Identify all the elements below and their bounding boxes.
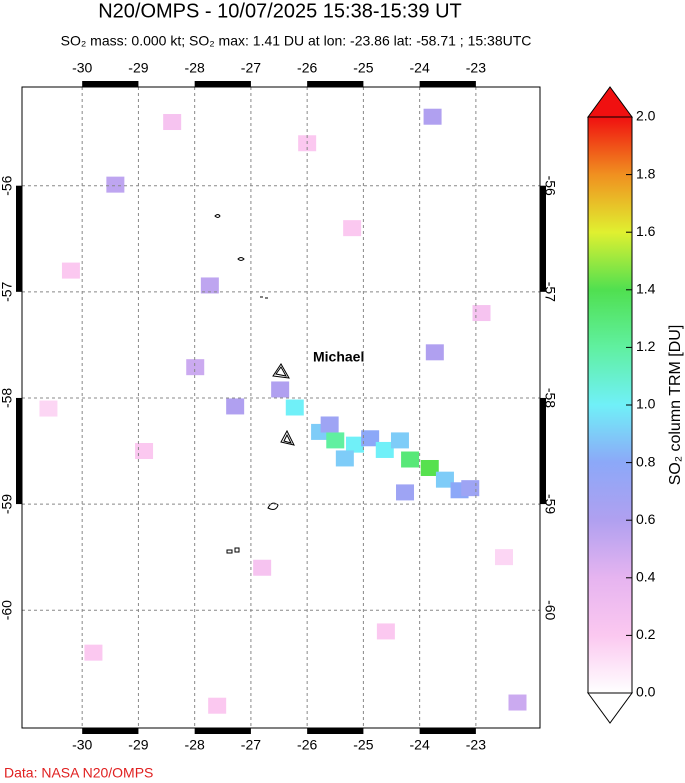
- colorbar-tick-label: 1.6: [636, 223, 656, 239]
- frame-segment: [419, 81, 476, 87]
- so2-pixel: [106, 176, 125, 193]
- lon-tick-label: -30: [72, 60, 92, 76]
- lat-tick-label: -60: [542, 600, 558, 620]
- so2-pixel: [163, 114, 182, 131]
- so2-pixel: [61, 262, 80, 279]
- frame-segment: [16, 185, 22, 292]
- so2-pixel: [84, 644, 103, 661]
- so2-pixel: [343, 220, 362, 237]
- so2-pixel: [390, 432, 409, 449]
- colorbar-tick-label: 0.0: [636, 684, 656, 700]
- so2-pixel: [495, 549, 514, 566]
- title: N20/OMPS - 10/07/2025 15:38-15:39 UT: [98, 0, 462, 22]
- colorbar-tick-label: 1.8: [636, 165, 656, 181]
- lon-tick-label: -23: [466, 737, 486, 753]
- lat-tick-label: -56: [542, 176, 558, 196]
- frame-segment: [419, 728, 476, 734]
- frame-segment: [82, 728, 139, 734]
- so2-pixel: [208, 697, 227, 714]
- annotation: Michael: [313, 349, 364, 365]
- so2-pixel: [401, 451, 420, 468]
- lon-tick-label: -25: [353, 737, 373, 753]
- colorbar-tick-label: 0.4: [636, 569, 656, 585]
- so2-pixel: [361, 430, 380, 447]
- lat-tick-label: -59: [0, 494, 15, 514]
- colorbar-tick-label: 1.2: [636, 338, 656, 354]
- frame-segment: [540, 397, 546, 505]
- so2-pixel: [376, 623, 395, 640]
- lat-tick-label: -60: [0, 600, 15, 620]
- lon-tick-label: -29: [128, 737, 148, 753]
- lon-tick-label: -28: [185, 60, 205, 76]
- lon-tick-label: -27: [241, 60, 261, 76]
- lat-tick-label: -59: [542, 494, 558, 514]
- lon-tick-label: -28: [185, 737, 205, 753]
- frame-segment: [307, 81, 364, 87]
- so2-pixel: [396, 484, 415, 501]
- frame-segment: [16, 397, 22, 505]
- so2-pixel: [39, 400, 58, 417]
- colorbar-tick-label: 1.0: [636, 396, 656, 412]
- colorbar-tick-label: 0.2: [636, 626, 656, 642]
- so2-pixel: [508, 694, 527, 711]
- credit: Data: NASA N20/OMPS: [4, 765, 153, 781]
- frame-segment: [82, 81, 139, 87]
- colorbar-tick-label: 2.0: [636, 108, 656, 124]
- so2-pixel: [271, 381, 290, 398]
- frame-segment: [194, 81, 251, 87]
- colorbar-tick-label: 1.4: [636, 281, 656, 297]
- lon-tick-label: -24: [410, 737, 430, 753]
- map-background: [22, 87, 540, 728]
- so2-pixel: [472, 305, 491, 322]
- lat-tick-label: -57: [0, 281, 15, 301]
- so2-pixel: [320, 416, 339, 433]
- colorbar-tick-label: 0.6: [636, 511, 656, 527]
- lon-tick-label: -24: [410, 60, 430, 76]
- lat-tick-label: -57: [542, 282, 558, 302]
- so2-pixel: [200, 277, 219, 294]
- lon-tick-label: -27: [241, 737, 261, 753]
- lon-tick-label: -29: [128, 60, 148, 76]
- so2-pixel: [186, 359, 205, 376]
- lon-tick-label: -26: [297, 60, 317, 76]
- colorbar-tick-label: 0.8: [636, 453, 656, 469]
- subtitle: SO₂ mass: 0.000 kt; SO₂ max: 1.41 DU at …: [61, 33, 532, 49]
- so2-pixel: [335, 450, 354, 467]
- colorbar: [587, 116, 633, 694]
- colorbar-extend-top: [587, 86, 633, 118]
- so2-pixel: [461, 480, 480, 497]
- so2-pixel: [226, 398, 245, 415]
- colorbar-extend-bottom: [587, 692, 633, 724]
- so2-pixel: [135, 443, 154, 460]
- lon-tick-label: -30: [72, 737, 92, 753]
- map-frame: [21, 86, 541, 729]
- colorbar-label: SO₂ column TRM [DU]: [667, 325, 684, 486]
- frame-segment: [307, 728, 364, 734]
- lat-tick-label: -58: [0, 388, 15, 408]
- so2-pixel: [326, 432, 345, 449]
- lon-tick-label: -26: [297, 737, 317, 753]
- so2-pixel: [345, 436, 364, 453]
- frame-segment: [540, 185, 546, 292]
- lon-tick-label: -23: [466, 60, 486, 76]
- so2-pixel: [425, 344, 444, 361]
- so2-pixel: [375, 441, 394, 458]
- frame-segment: [194, 728, 251, 734]
- so2-pixel: [435, 471, 454, 488]
- lon-tick-label: -25: [353, 60, 373, 76]
- so2-pixel: [285, 399, 304, 416]
- so2-pixel: [423, 108, 442, 125]
- lat-tick-label: -56: [0, 175, 15, 195]
- lat-tick-label: -58: [542, 388, 558, 408]
- so2-pixel: [253, 559, 272, 576]
- so2-pixel: [420, 459, 439, 476]
